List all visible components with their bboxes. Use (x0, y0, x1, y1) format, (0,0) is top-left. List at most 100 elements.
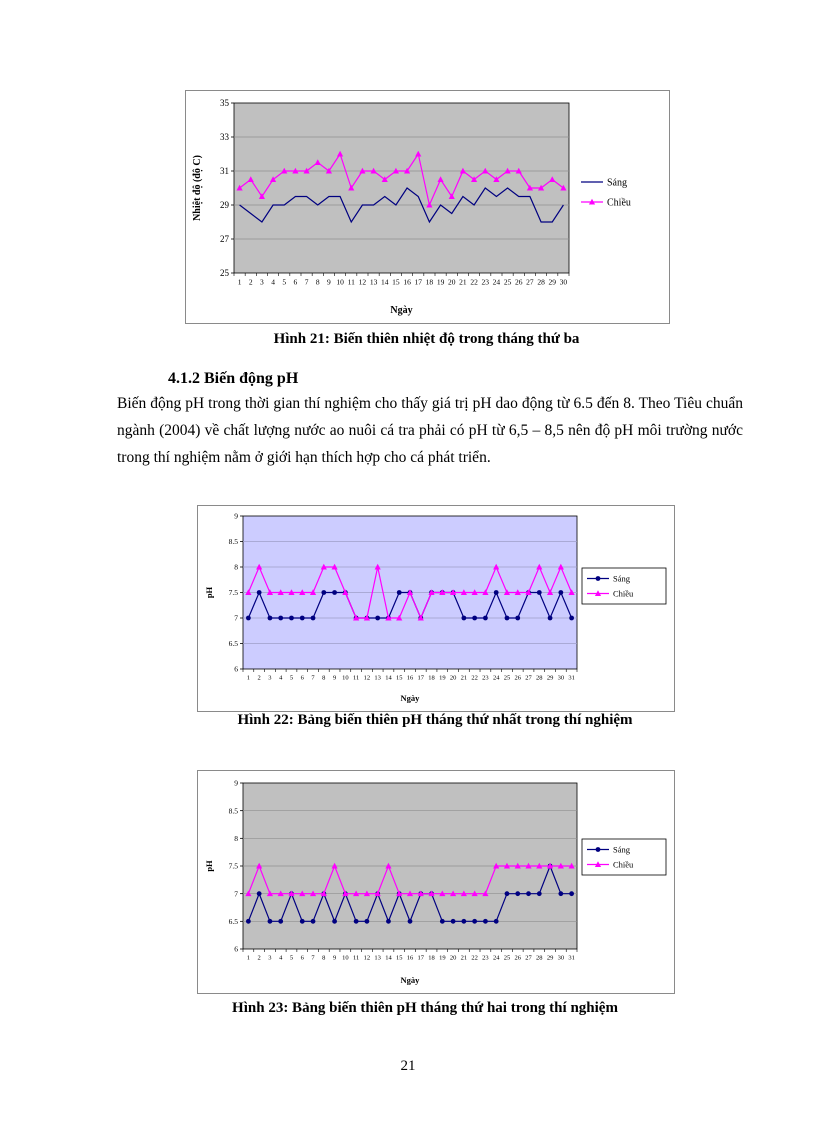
svg-text:7: 7 (234, 889, 238, 898)
svg-text:26: 26 (515, 278, 523, 287)
svg-text:Chiều: Chiều (607, 198, 631, 209)
svg-text:25: 25 (504, 278, 512, 287)
svg-text:11: 11 (348, 278, 355, 287)
svg-text:25: 25 (504, 955, 511, 962)
svg-text:29: 29 (547, 675, 554, 682)
svg-text:20: 20 (450, 675, 457, 682)
svg-text:4: 4 (279, 675, 283, 682)
svg-text:20: 20 (448, 278, 456, 287)
svg-text:18: 18 (428, 675, 435, 682)
svg-text:23: 23 (482, 675, 489, 682)
svg-text:6: 6 (301, 955, 305, 962)
svg-text:18: 18 (428, 955, 435, 962)
svg-text:14: 14 (385, 955, 392, 962)
svg-text:30: 30 (560, 278, 568, 287)
svg-text:22: 22 (471, 955, 478, 962)
svg-text:6: 6 (294, 278, 298, 287)
svg-text:6: 6 (301, 675, 305, 682)
svg-text:22: 22 (471, 675, 478, 682)
svg-text:9: 9 (234, 512, 238, 521)
svg-text:16: 16 (407, 675, 414, 682)
svg-text:26: 26 (514, 955, 521, 962)
svg-text:4: 4 (271, 278, 275, 287)
svg-text:14: 14 (381, 278, 389, 287)
svg-text:10: 10 (336, 278, 344, 287)
svg-text:2: 2 (258, 675, 261, 682)
ph-month2-chart: 66.577.588.591 2 3 4 5 6 7 8 9 10 11 12 13 14 15 16 17 18… (204, 779, 667, 985)
svg-text:25: 25 (220, 268, 230, 278)
svg-text:19: 19 (437, 278, 445, 287)
svg-text:16: 16 (407, 955, 414, 962)
page-number: 21 (400, 1058, 416, 1074)
svg-text:15: 15 (396, 955, 403, 962)
svg-text:2: 2 (258, 955, 261, 962)
svg-text:Sáng: Sáng (613, 573, 631, 583)
svg-text:31: 31 (568, 955, 575, 962)
svg-text:31: 31 (220, 166, 229, 176)
svg-text:Sáng: Sáng (607, 178, 627, 189)
svg-text:8: 8 (322, 955, 325, 962)
svg-text:6: 6 (234, 945, 238, 954)
figure-21-caption: Hình 21: Biến thiên nhiệt độ trong tháng… (273, 331, 580, 347)
svg-text:9: 9 (327, 278, 331, 287)
svg-text:19: 19 (439, 675, 446, 682)
svg-text:24: 24 (493, 955, 500, 962)
svg-text:7.5: 7.5 (229, 862, 239, 871)
svg-text:11: 11 (353, 955, 359, 962)
svg-text:17: 17 (418, 675, 425, 682)
svg-text:5: 5 (282, 278, 286, 287)
svg-text:7.5: 7.5 (229, 588, 239, 597)
svg-text:Ngày: Ngày (401, 975, 421, 985)
svg-text:27: 27 (525, 675, 532, 682)
svg-text:25: 25 (504, 675, 511, 682)
svg-text:16: 16 (403, 278, 411, 287)
svg-text:8: 8 (234, 563, 238, 572)
svg-text:18: 18 (426, 278, 434, 287)
body-paragraph: Biến động pH trong thời gian thí nghiệm … (117, 395, 743, 466)
svg-text:29: 29 (220, 200, 230, 210)
figure-23-frame: 6 6.5 7 7.5 8 8.5 9 1 2 3 4 5 6 7 8 9 10 11 12 13 14 15 16 17 18… (197, 770, 675, 994)
svg-text:17: 17 (418, 955, 425, 962)
svg-text:19: 19 (439, 955, 446, 962)
figure-22-caption: Hình 22: Bảng biến thiên pH tháng thứ nh… (237, 712, 633, 728)
svg-text:24: 24 (493, 675, 500, 682)
svg-text:20: 20 (450, 955, 457, 962)
svg-text:29: 29 (547, 955, 554, 962)
svg-text:23: 23 (482, 278, 490, 287)
figure-23-caption: Hình 23: Bảng biến thiên pH tháng thứ ha… (232, 1000, 618, 1016)
svg-text:8: 8 (322, 675, 325, 682)
svg-text:9: 9 (333, 675, 336, 682)
svg-text:28: 28 (536, 955, 543, 962)
svg-text:10: 10 (342, 675, 349, 682)
svg-text:8.5: 8.5 (229, 537, 239, 546)
svg-text:22: 22 (470, 278, 478, 287)
svg-text:13: 13 (374, 675, 381, 682)
svg-text:5: 5 (290, 675, 293, 682)
svg-text:28: 28 (536, 675, 543, 682)
svg-text:pH: pH (204, 586, 214, 598)
svg-text:28: 28 (537, 278, 545, 287)
svg-text:Chiều: Chiều (613, 588, 634, 598)
svg-text:26: 26 (514, 675, 521, 682)
figure-22-frame: 6 6.5 7 7.5 8 8.5 9 1 2 3 4 5 6 7 8 9 10 11 12 13 14 15 16 17 18… (197, 505, 675, 712)
svg-text:3: 3 (268, 955, 271, 962)
svg-text:33: 33 (220, 132, 230, 142)
svg-text:27: 27 (220, 234, 230, 244)
svg-text:2: 2 (249, 278, 253, 287)
svg-text:8: 8 (234, 834, 238, 843)
svg-text:27: 27 (526, 278, 534, 287)
svg-text:5: 5 (290, 955, 293, 962)
svg-text:Ngày: Ngày (401, 693, 421, 703)
svg-text:3: 3 (268, 675, 271, 682)
svg-text:1: 1 (238, 278, 242, 287)
svg-text:31: 31 (568, 675, 575, 682)
svg-text:13: 13 (370, 278, 378, 287)
svg-text:12: 12 (359, 278, 367, 287)
svg-text:Sáng: Sáng (613, 844, 631, 854)
svg-text:6.5: 6.5 (229, 639, 239, 648)
svg-text:6: 6 (234, 665, 238, 674)
svg-text:14: 14 (385, 675, 392, 682)
svg-text:17: 17 (415, 278, 423, 287)
